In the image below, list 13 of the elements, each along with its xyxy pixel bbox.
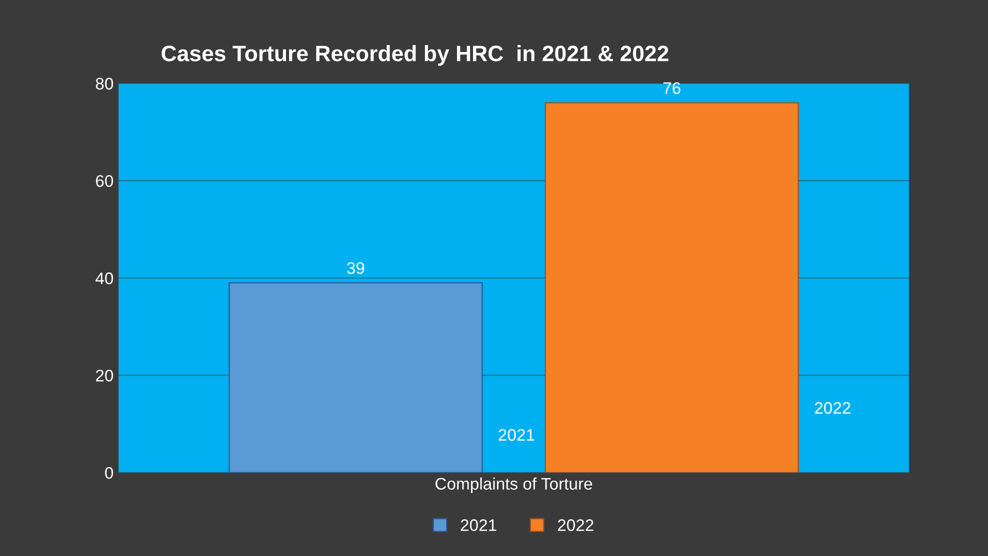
- legend-label: 2022: [558, 519, 594, 532]
- y-tick-label: 60: [96, 175, 114, 187]
- data-label: 39: [347, 262, 364, 274]
- y-tick-label: 0: [105, 467, 114, 479]
- text: 2021: [498, 429, 534, 441]
- y-tick-label: 20: [96, 370, 114, 382]
- text: 2022: [814, 402, 850, 414]
- data-label: 76: [663, 82, 680, 94]
- x-tick-label: Complaints of Torture: [436, 477, 592, 493]
- legend-label: 2021: [460, 519, 496, 532]
- y-tick-label: 40: [96, 272, 114, 284]
- chart-title: Cases Torture Recorded by HRC in 2021 & 2022: [162, 45, 668, 66]
- y-tick-label: 80: [96, 78, 114, 90]
